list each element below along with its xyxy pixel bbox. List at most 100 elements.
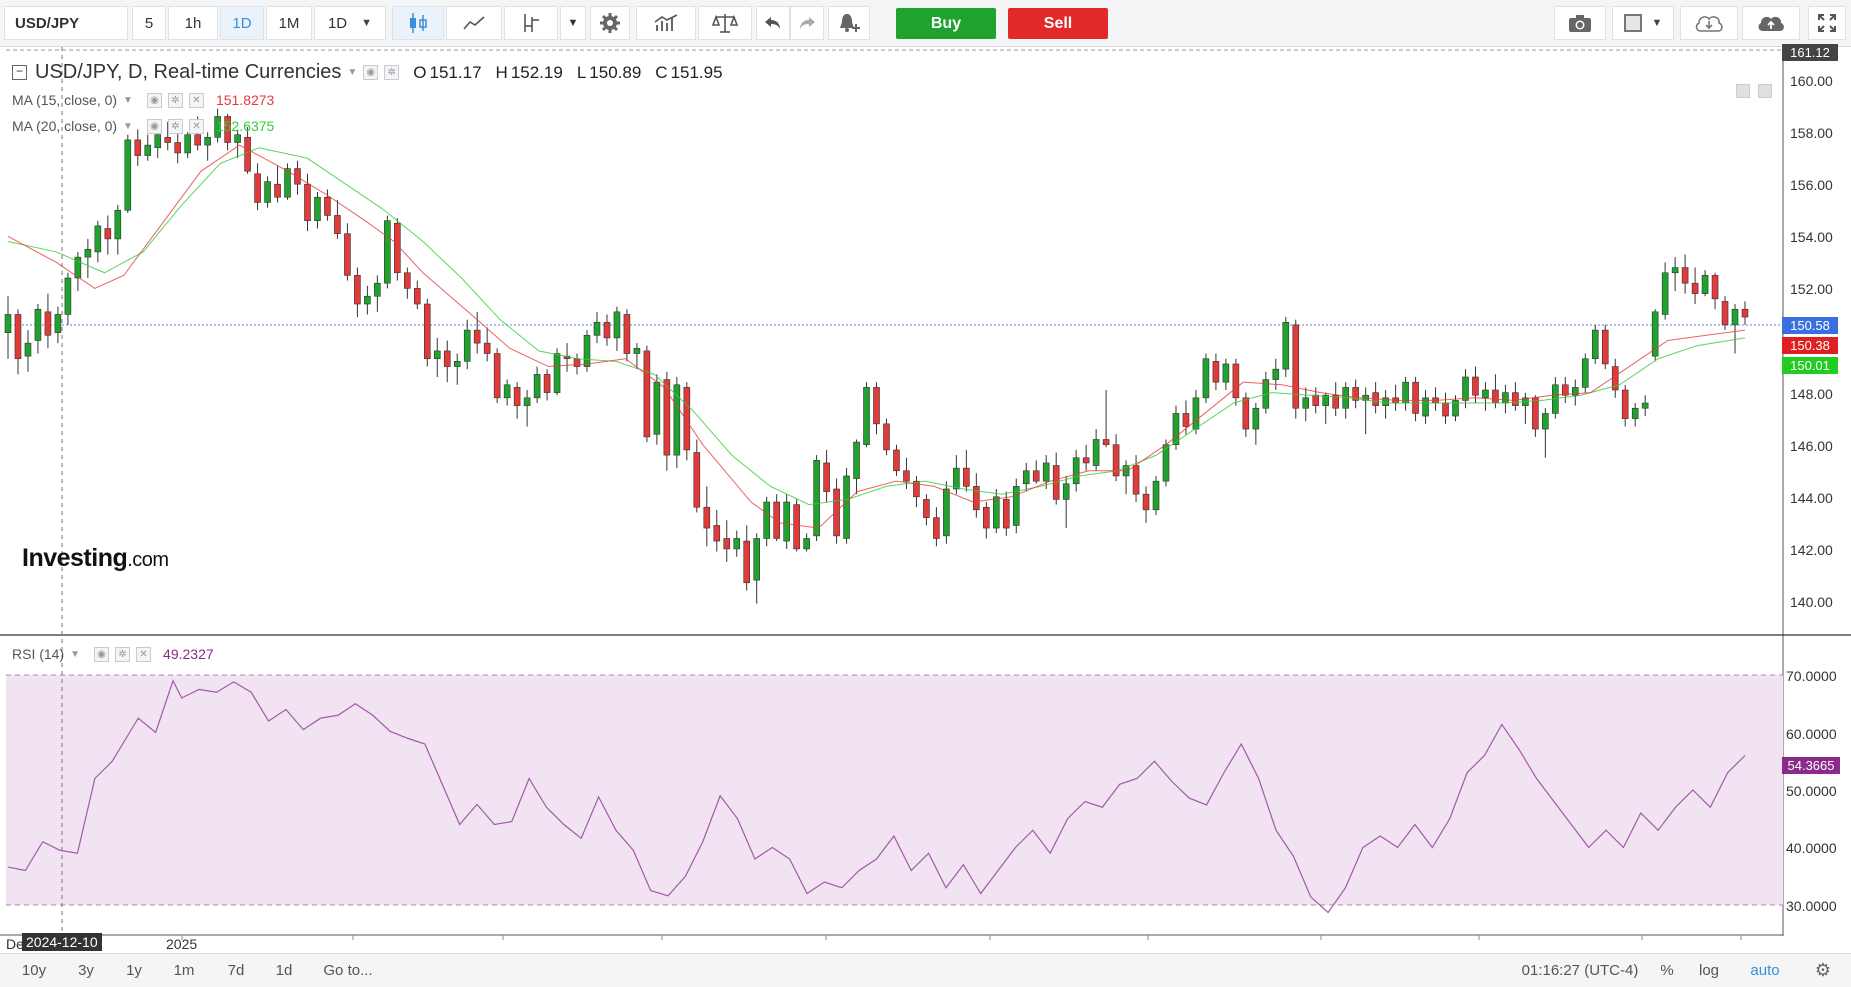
candle-bullish <box>124 139 132 211</box>
percent-toggle[interactable]: % <box>1660 962 1674 979</box>
interval-1h[interactable]: 1h <box>168 6 218 40</box>
candle-bullish <box>1701 275 1709 294</box>
investing-logo: Investing.com <box>22 542 169 573</box>
candle-bullish <box>1462 376 1469 401</box>
candles-icon[interactable] <box>392 6 444 40</box>
candle-bullish <box>523 397 531 406</box>
candle-bearish <box>1532 397 1539 430</box>
candle-bullish <box>1022 470 1030 485</box>
candle-bullish <box>84 249 92 258</box>
close-icon[interactable]: ✕ <box>188 118 204 134</box>
eye-icon[interactable]: ◉ <box>94 646 110 662</box>
alert-bell-icon[interactable] <box>828 6 870 40</box>
redo-icon[interactable] <box>790 6 824 40</box>
gear-icon[interactable]: ⚙ <box>1814 960 1832 980</box>
candle-bullish <box>593 321 601 336</box>
indicators-icon[interactable] <box>636 6 696 40</box>
candle-bullish <box>144 144 152 156</box>
candle-bearish <box>423 303 431 360</box>
candle-bullish <box>1581 358 1589 388</box>
candle-bullish <box>1571 387 1579 396</box>
range-10y[interactable]: 10y <box>21 962 47 979</box>
eye-icon[interactable]: ◉ <box>146 92 162 108</box>
cloud-upload-icon[interactable] <box>1742 6 1800 40</box>
candle-bearish <box>1082 457 1090 464</box>
candle-bullish <box>1192 397 1200 430</box>
candle-bullish <box>1402 381 1409 404</box>
range-7d[interactable]: 7d <box>227 962 245 979</box>
candle-bearish <box>1601 329 1609 365</box>
candle-bearish <box>1002 499 1010 529</box>
candle-bearish <box>883 423 890 451</box>
layout-select[interactable]: ▼ <box>1612 6 1674 40</box>
camera-icon[interactable] <box>1554 6 1606 40</box>
buy-button[interactable]: Buy <box>896 8 996 39</box>
range-1m[interactable]: 1m <box>173 962 195 979</box>
ma15-line <box>7 144 1746 529</box>
rsi-line <box>7 679 1746 914</box>
candle-bullish <box>184 134 191 154</box>
eye-icon[interactable]: ◉ <box>146 118 162 134</box>
price-chart[interactable] <box>0 0 1851 953</box>
pane-menu-icon[interactable] <box>1758 84 1772 98</box>
bottom-toolbar: 10y 3y 1y 1m 7d 1d Go to... 01:16:27 (UT… <box>0 953 1851 987</box>
candle-bullish <box>314 196 321 221</box>
chevron-down-icon[interactable]: ▼ <box>123 120 133 132</box>
interval-5[interactable]: 5 <box>132 6 166 40</box>
candle-bullish <box>453 361 461 367</box>
chevron-down-icon[interactable]: ▼ <box>347 67 358 78</box>
interval-1d[interactable]: 1D <box>220 6 264 40</box>
candle-bearish <box>603 321 611 339</box>
candle-bearish <box>104 228 112 240</box>
settings-small-icon[interactable]: ✲ <box>384 65 400 80</box>
chevron-down-icon[interactable]: ▼ <box>123 94 133 106</box>
close-icon[interactable]: ✕ <box>136 646 152 662</box>
close-icon[interactable]: ✕ <box>188 92 204 108</box>
candle-bullish <box>463 329 471 362</box>
candle-bullish <box>1202 358 1210 399</box>
candle-bearish <box>793 504 800 550</box>
log-toggle[interactable]: log <box>1698 962 1720 979</box>
rsi-band <box>6 675 1783 905</box>
candle-bullish <box>1661 272 1669 315</box>
chevron-down-icon: ▼ <box>361 17 373 29</box>
gear-icon[interactable] <box>590 6 630 40</box>
candle-bearish <box>493 353 501 399</box>
collapse-legend-icon[interactable]: − <box>12 65 27 80</box>
candle-bearish <box>1242 397 1250 430</box>
range-1y[interactable]: 1y <box>126 962 142 979</box>
undo-icon[interactable] <box>756 6 790 40</box>
ohlc-low: L 150.89 <box>576 62 642 82</box>
candle-bearish <box>483 342 491 354</box>
settings-small-icon[interactable]: ✲ <box>115 646 131 662</box>
sell-button[interactable]: Sell <box>1008 8 1108 39</box>
symbol-input[interactable]: USD/JPY <box>4 6 128 40</box>
compare-scale-icon[interactable] <box>698 6 752 40</box>
candle-bearish <box>873 387 880 425</box>
candle-bearish <box>833 488 840 537</box>
goto-button[interactable]: Go to... <box>323 962 373 979</box>
auto-toggle[interactable]: auto <box>1750 962 1780 979</box>
line-chart-icon[interactable] <box>446 6 502 40</box>
candle-bearish <box>513 387 521 406</box>
pane-info-icon[interactable] <box>1736 84 1750 98</box>
interval-1m[interactable]: 1M <box>266 6 312 40</box>
settings-small-icon[interactable]: ✲ <box>167 92 183 108</box>
interval-dropdown[interactable]: 1D ▼ <box>314 6 386 40</box>
drawing-tool-icon[interactable] <box>504 6 558 40</box>
candle-bullish <box>1222 363 1230 383</box>
candle-bullish <box>1631 407 1639 419</box>
drawing-dropdown-icon[interactable]: ▼ <box>560 6 586 40</box>
candle-bullish <box>284 168 291 198</box>
fullscreen-icon[interactable] <box>1808 6 1846 40</box>
settings-small-icon[interactable]: ✲ <box>167 118 183 134</box>
cloud-download-icon[interactable] <box>1680 6 1738 40</box>
candle-bullish <box>1422 397 1429 417</box>
candle-bearish <box>404 272 411 289</box>
eye-icon[interactable]: ◉ <box>363 65 379 80</box>
chevron-down-icon[interactable]: ▼ <box>70 648 81 660</box>
price-tick: 144.00 <box>1790 490 1833 506</box>
candle-bullish <box>1591 329 1599 360</box>
range-1d[interactable]: 1d <box>275 962 293 979</box>
range-3y[interactable]: 3y <box>78 962 94 979</box>
